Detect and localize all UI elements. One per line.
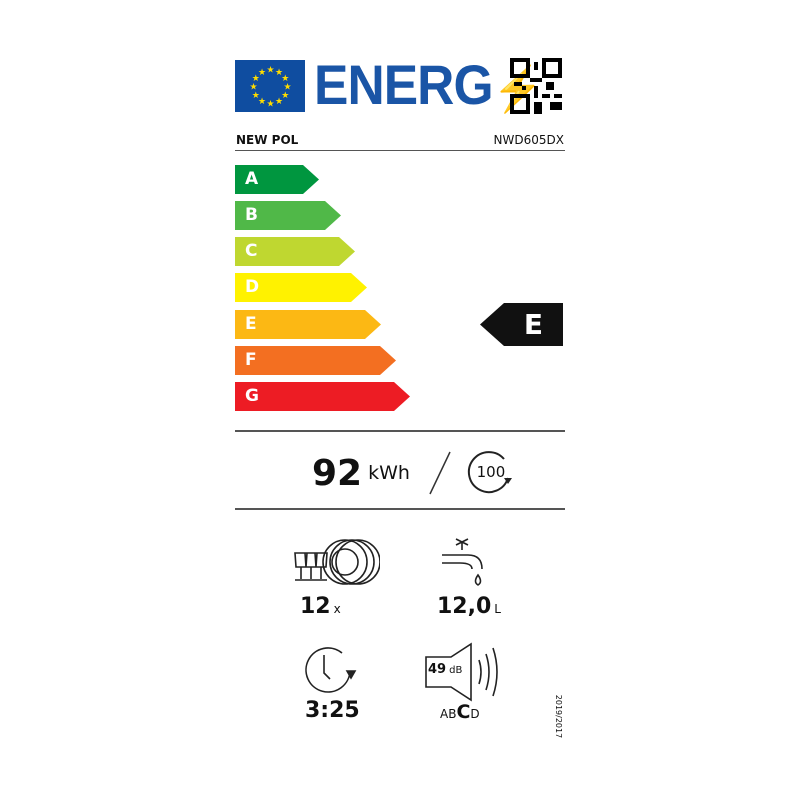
energy-class-e: E xyxy=(235,310,381,339)
cycles-icon: 100 xyxy=(466,448,516,498)
energy-class-g: G xyxy=(235,382,410,411)
energy-consumption: 92 kWh 100 xyxy=(312,448,516,498)
star-icon: ★ xyxy=(281,74,289,84)
divider xyxy=(235,508,565,510)
rating-arrow: E xyxy=(480,303,563,346)
divider xyxy=(235,150,565,151)
water-tap-icon xyxy=(442,538,483,586)
energy-logo: ENERG⚡ xyxy=(314,53,543,116)
model-number: NWD605DX xyxy=(493,133,564,147)
program-duration: 3:25 xyxy=(305,698,360,723)
star-icon: ★ xyxy=(252,91,260,101)
eu-flag-icon: ★ ★ ★ ★ ★ ★ ★ ★ ★ ★ ★ ★ xyxy=(235,60,305,112)
noise-value: 49 xyxy=(428,662,447,677)
regulation-number: 2019/2017 xyxy=(554,694,564,739)
star-icon: ★ xyxy=(284,83,292,93)
star-icon: ★ xyxy=(267,66,275,76)
noise-icon: 49 dB xyxy=(424,642,514,702)
slash-divider xyxy=(429,451,451,495)
cycles-value: 100 xyxy=(476,463,506,481)
energy-unit: kWh xyxy=(368,462,410,484)
energy-class-b: B xyxy=(235,201,341,230)
star-icon: ★ xyxy=(275,68,283,78)
energy-class-d: D xyxy=(235,273,367,302)
brand-name: NEW POL xyxy=(236,133,299,147)
divider xyxy=(235,430,565,432)
star-icon: ★ xyxy=(258,97,266,107)
qr-code-icon[interactable] xyxy=(510,58,562,114)
energy-class-a: A xyxy=(235,165,319,194)
star-icon: ★ xyxy=(275,97,283,107)
energy-class-c: C xyxy=(235,237,355,266)
water-consumption: 12,0 L xyxy=(437,594,501,619)
star-icon: ★ xyxy=(258,68,266,78)
energy-class-f: F xyxy=(235,346,396,375)
star-icon: ★ xyxy=(267,100,275,110)
energy-value: 92 xyxy=(312,452,363,494)
star-icon: ★ xyxy=(250,83,258,93)
dishes-icon xyxy=(294,539,380,585)
noise-class-scale: ABCD xyxy=(440,701,480,723)
star-icon: ★ xyxy=(281,91,289,101)
star-icon: ★ xyxy=(252,74,260,84)
duration-clock-icon xyxy=(305,647,357,693)
place-settings: 12 x xyxy=(300,594,341,619)
